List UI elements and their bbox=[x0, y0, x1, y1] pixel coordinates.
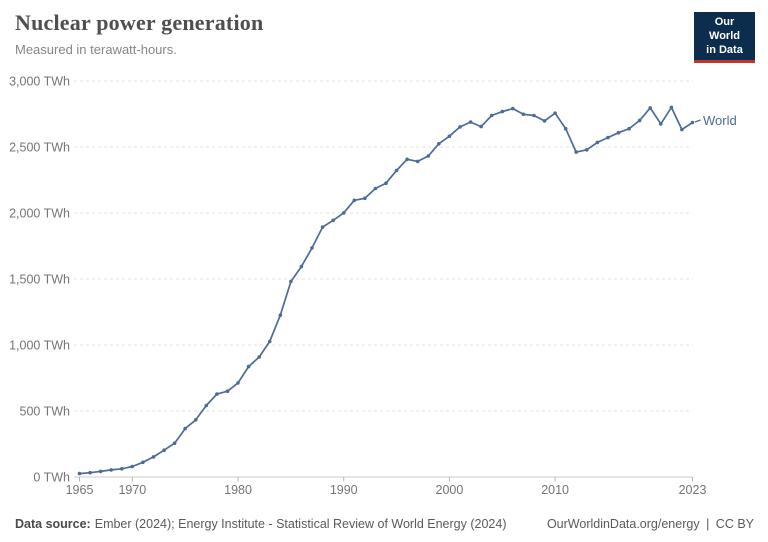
owid-logo-line1: Our World bbox=[709, 16, 740, 42]
footer-separator: | bbox=[706, 517, 710, 531]
data-point bbox=[257, 355, 262, 359]
y-axis-tick-label: 0 TWh bbox=[33, 471, 70, 485]
series-label-connector bbox=[694, 119, 701, 123]
data-point bbox=[489, 113, 494, 118]
data-point bbox=[637, 118, 642, 123]
data-point bbox=[183, 426, 187, 431]
data-point bbox=[458, 125, 462, 129]
y-axis-tick-label: 2,500 TWh bbox=[9, 141, 70, 155]
data-point bbox=[246, 364, 251, 369]
owid-url-link[interactable]: OurWorldinData.org/energy bbox=[546, 517, 700, 531]
data-source-value: Ember (2024); Energy Institute - Statist… bbox=[94, 517, 507, 531]
data-point bbox=[299, 264, 304, 269]
data-point bbox=[616, 130, 621, 135]
data-point bbox=[447, 134, 452, 138]
data-point bbox=[151, 455, 156, 459]
data-point bbox=[680, 127, 684, 132]
data-point bbox=[320, 225, 325, 229]
data-point bbox=[120, 467, 124, 471]
series-line-world[interactable] bbox=[78, 106, 694, 475]
data-point bbox=[225, 389, 230, 394]
data-point bbox=[384, 181, 388, 185]
x-axis-tick-label: 2010 bbox=[541, 483, 569, 497]
data-point bbox=[574, 150, 578, 154]
data-point bbox=[437, 142, 441, 146]
data-point bbox=[553, 111, 557, 115]
data-point bbox=[394, 168, 399, 173]
data-point bbox=[648, 106, 652, 110]
page-subtitle: Measured in terawatt-hours. bbox=[15, 42, 177, 57]
data-point bbox=[627, 126, 631, 131]
data-point bbox=[204, 403, 209, 408]
data-point bbox=[500, 109, 505, 114]
data-source-label: Data source: bbox=[15, 517, 91, 531]
data-point bbox=[468, 120, 473, 124]
x-axis-tick-label: 1970 bbox=[118, 483, 146, 497]
data-point bbox=[172, 441, 177, 446]
data-point bbox=[236, 381, 240, 385]
data-point bbox=[532, 113, 536, 118]
data-point bbox=[98, 469, 103, 474]
data-point bbox=[521, 112, 526, 117]
data-point bbox=[341, 211, 346, 215]
data-point bbox=[405, 157, 409, 162]
data-point bbox=[659, 122, 663, 126]
data-point bbox=[606, 135, 610, 140]
data-point bbox=[267, 339, 272, 344]
data-point bbox=[130, 464, 135, 469]
data-point bbox=[88, 470, 92, 475]
data-point bbox=[479, 124, 483, 129]
x-axis-tick-label: 1980 bbox=[224, 483, 252, 497]
data-point bbox=[141, 460, 145, 465]
data-point bbox=[585, 148, 589, 152]
data-point bbox=[352, 198, 357, 203]
page-title: Nuclear power generation bbox=[15, 10, 264, 35]
y-axis-tick-label: 500 TWh bbox=[20, 405, 71, 419]
x-axis-tick-label: 2023 bbox=[679, 483, 707, 497]
data-point bbox=[373, 186, 378, 191]
data-point bbox=[363, 196, 367, 201]
x-axis-tick-label: 1990 bbox=[330, 483, 358, 497]
data-point bbox=[669, 105, 674, 110]
y-axis-tick-label: 2,000 TWh bbox=[9, 207, 70, 221]
data-point bbox=[310, 246, 314, 250]
y-axis-tick-label: 3,000 TWh bbox=[9, 75, 70, 89]
data-point bbox=[542, 119, 547, 123]
data-point bbox=[77, 471, 82, 476]
y-axis-tick-label: 1,500 TWh bbox=[9, 273, 70, 287]
data-point bbox=[563, 126, 568, 131]
footer-links: OurWorldinData.org/energy | CC BY bbox=[544, 517, 754, 531]
data-source: Data source: Ember (2024); Energy Institu… bbox=[15, 517, 506, 531]
data-point bbox=[595, 140, 600, 145]
data-point bbox=[194, 418, 198, 422]
data-point bbox=[511, 106, 515, 111]
license-link[interactable]: CC BY bbox=[715, 517, 754, 531]
data-point bbox=[426, 154, 431, 158]
data-point bbox=[289, 279, 293, 284]
data-point bbox=[215, 392, 219, 396]
data-point bbox=[690, 120, 695, 125]
data-point bbox=[415, 159, 420, 164]
chart-footer: Data source: Ember (2024); Energy Institu… bbox=[15, 517, 754, 531]
x-axis-tick-label: 2000 bbox=[436, 483, 464, 497]
data-point bbox=[278, 313, 283, 318]
series-label-world[interactable]: World bbox=[703, 113, 737, 128]
owid-logo-line2: in Data bbox=[706, 43, 743, 56]
data-point bbox=[109, 468, 113, 472]
owid-logo[interactable]: Our World in Data bbox=[694, 12, 755, 64]
data-point bbox=[162, 448, 166, 453]
y-axis-tick-label: 1,000 TWh bbox=[9, 339, 70, 353]
x-axis-tick-label: 1965 bbox=[66, 483, 94, 497]
data-point bbox=[331, 218, 336, 223]
